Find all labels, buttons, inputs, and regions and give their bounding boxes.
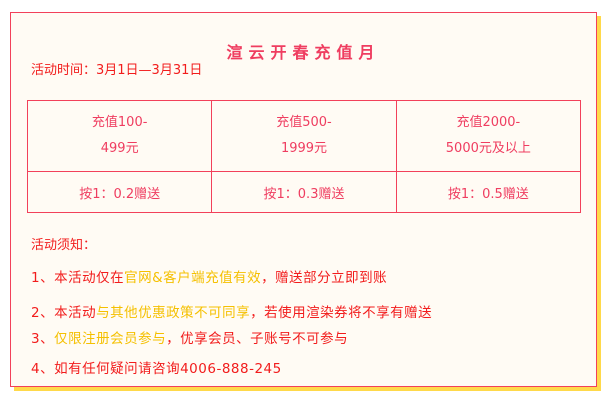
rule-highlight: 仅限注册会员参与: [54, 331, 167, 347]
bonus-cell: 按1：0.5赠送: [395, 171, 582, 213]
rule-item: 3、仅限注册会员参与，优享会员、子账号不可参与: [31, 327, 348, 347]
rule-text: ，若使用渲染券将不享有赠送: [250, 305, 433, 321]
bonus-cell: 按1：0.2赠送: [26, 171, 213, 213]
activity-time: 活动时间：3月1日—3月31日: [31, 63, 203, 78]
tier-range: 499元: [100, 141, 139, 156]
rule-text: 4、如有任何疑问请咨询4006-888-245: [31, 361, 282, 377]
promo-card: 渲云开春充值月 活动时间：3月1日—3月31日 充值100- 499元 充值500…: [10, 12, 597, 387]
rule-text: 3、: [31, 331, 55, 347]
table-row: 按1：0.2赠送 按1：0.3赠送 按1：0.5赠送: [26, 171, 582, 213]
page-title: 渲云开春充值月: [226, 43, 381, 62]
rule-text: 1、本活动仅在: [31, 270, 125, 286]
notice-heading: 活动须知：: [31, 238, 97, 253]
tier-range: 1999元: [280, 141, 328, 156]
rule-text: 2、本活动: [31, 305, 97, 321]
tier-range: 充值500-: [276, 115, 332, 130]
tier-range: 充值100-: [91, 115, 148, 130]
rule-item: 4、如有任何疑问请咨询4006-888-245: [31, 357, 282, 377]
rule-item: 2、本活动与其他优惠政策不可同享，若使用渲染券将不享有赠送: [31, 301, 432, 321]
rule-item: 1、本活动仅在官网&客户端充值有效，赠送部分立即到账: [31, 266, 387, 286]
rule-text: ，优享会员、子账号不可参与: [166, 331, 349, 347]
rule-highlight: 官网&客户端充值有效: [124, 270, 262, 286]
rule-text: ，赠送部分立即到账: [261, 270, 388, 286]
tier-range: 充值2000-: [456, 115, 521, 130]
tier-table: 充值100- 499元 充值500- 1999元 充值2000- 5000元及以上 按…: [26, 100, 582, 213]
tier-cell: 充值2000- 5000元及以上: [395, 100, 582, 172]
table-row: 充值100- 499元 充值500- 1999元 充值2000- 5000元及以上: [26, 100, 582, 172]
tier-range: 5000元及以上: [445, 141, 531, 156]
rule-highlight: 与其他优惠政策不可同享: [96, 305, 251, 321]
bonus-cell: 按1：0.3赠送: [211, 171, 397, 213]
tier-cell: 充值100- 499元: [26, 100, 213, 172]
tier-cell: 充值500- 1999元: [211, 100, 397, 172]
